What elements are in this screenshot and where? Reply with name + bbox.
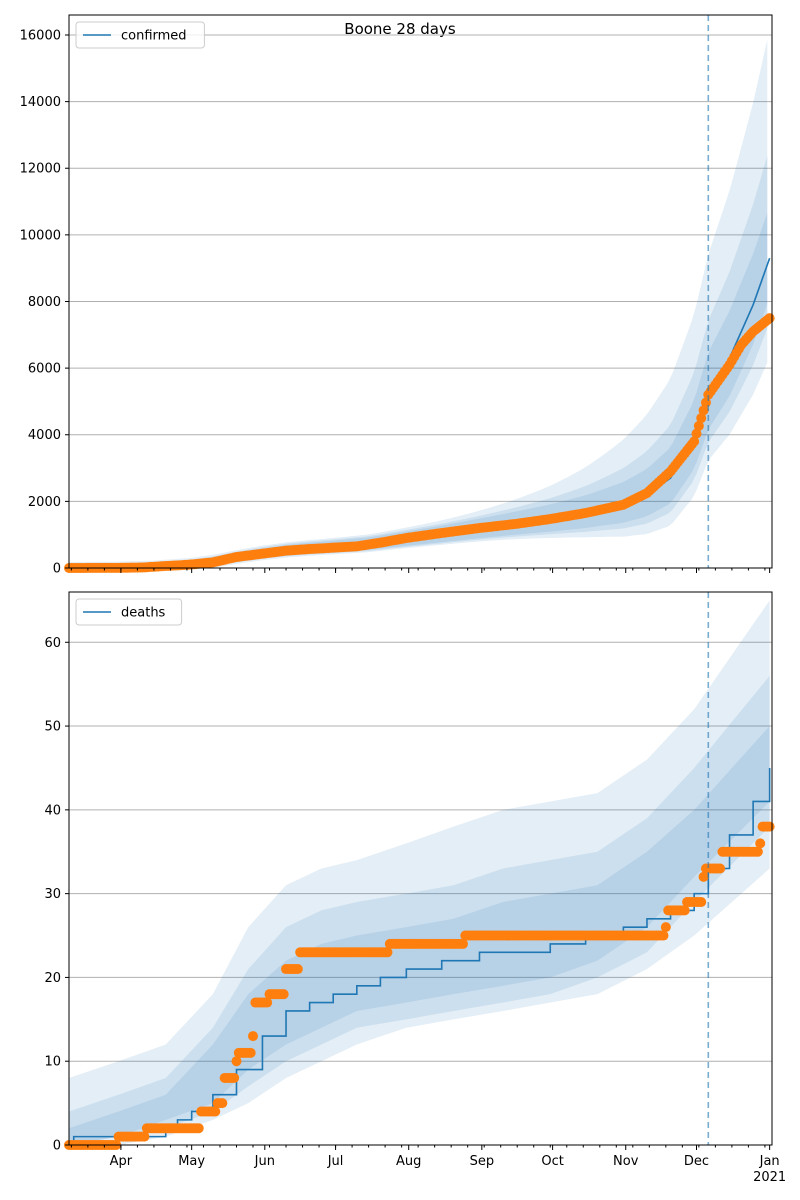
observed-point <box>217 1098 228 1109</box>
legend: confirmed <box>75 21 205 49</box>
legend-label: confirmed <box>121 29 187 44</box>
observed-point <box>696 897 707 908</box>
confidence-band <box>69 726 770 1145</box>
y-tick-label: 30 <box>44 887 61 902</box>
legend-label: deaths <box>121 606 166 621</box>
y-tick-label: 6000 <box>28 362 61 377</box>
x-tick-label: Aug <box>396 1154 421 1169</box>
observed-point <box>698 871 709 882</box>
y-tick-label: 4000 <box>28 428 61 443</box>
x-tick-label: Dec <box>684 1154 709 1169</box>
observed-point <box>764 313 775 324</box>
observed-point <box>248 1031 259 1042</box>
y-tick-label: 0 <box>53 1139 61 1154</box>
observed-point <box>278 989 289 1000</box>
observed-point <box>292 964 303 975</box>
y-tick-label: 16000 <box>20 28 61 43</box>
y-tick-label: 50 <box>44 720 61 735</box>
y-tick-label: 12000 <box>20 162 61 177</box>
axes-frame <box>68 591 773 1146</box>
observed-point <box>691 428 702 439</box>
x-tick-label: Oct <box>541 1154 563 1169</box>
confidence-band <box>69 600 770 1145</box>
x-tick-label: Sep <box>470 1154 495 1169</box>
observed-point <box>698 405 709 416</box>
x-tick-label: Jan <box>759 1154 780 1169</box>
x-tick-label: Jun <box>254 1154 275 1169</box>
y-tick-label: 10 <box>44 1055 61 1070</box>
y-tick-label: 20 <box>44 971 61 986</box>
confirmed-chart-panel: 0 2000 4000 6000 8000 10000 12000 14000 16000 con… <box>20 14 775 577</box>
observed-point <box>715 863 726 874</box>
y-tick-label: 60 <box>44 636 61 651</box>
x-tick-label: 2021 <box>753 1170 786 1185</box>
deaths-chart-panel: 0 10 20 30 40 50 60 Apr May Jun Jul Aug Sep Oct Nov Dec… <box>44 591 786 1185</box>
observed-point <box>755 838 766 849</box>
legend-box <box>75 21 205 49</box>
x-tick-label: Apr <box>110 1154 133 1169</box>
x-tick-label: Nov <box>613 1154 639 1169</box>
axes-frame <box>68 14 773 569</box>
observed-point <box>764 821 775 832</box>
observed-point <box>139 1131 150 1142</box>
observed-point <box>457 938 468 949</box>
legend-box <box>75 598 183 626</box>
observed-point <box>229 1072 240 1083</box>
y-tick-label: 14000 <box>20 95 61 110</box>
observed-point <box>752 846 763 857</box>
y-tick-label: 40 <box>44 803 61 818</box>
y-tick-label: 2000 <box>28 495 61 510</box>
y-tick-label: 0 <box>53 562 61 577</box>
observed-point <box>262 997 273 1008</box>
observed-point <box>231 1056 242 1067</box>
observed-point <box>693 420 704 431</box>
observed-point <box>689 436 700 447</box>
legend: deaths <box>75 598 183 626</box>
observed-point <box>245 1047 256 1058</box>
x-tick-label: May <box>178 1154 205 1169</box>
confidence-band <box>69 675 770 1145</box>
observed-point <box>660 922 671 933</box>
observed-point <box>210 1106 221 1117</box>
observed-point <box>382 947 393 958</box>
x-tick-label: Jul <box>327 1154 344 1169</box>
observed-point <box>658 930 669 941</box>
y-tick-label: 8000 <box>28 295 61 310</box>
y-tick-label: 10000 <box>20 228 61 243</box>
observed-point <box>193 1123 204 1134</box>
observed-point <box>696 413 707 424</box>
observed-point <box>679 905 690 916</box>
figure-title: Boone 28 days <box>344 20 456 38</box>
